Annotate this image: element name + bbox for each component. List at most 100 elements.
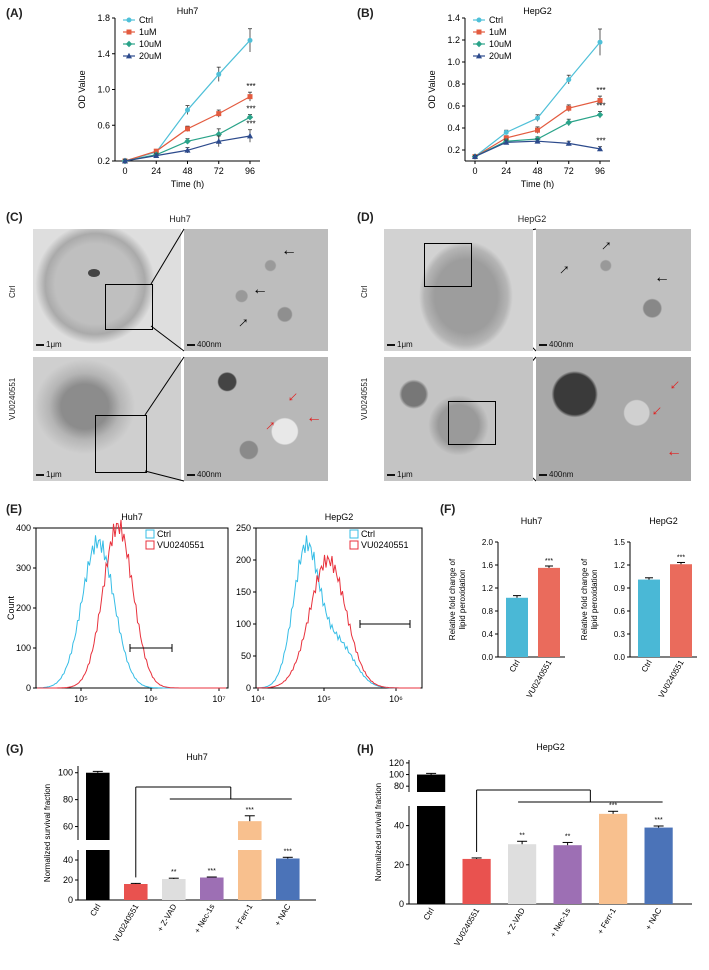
panel-label-a: (A) [6,6,23,20]
y-tick-label: 0.8 [447,79,460,89]
y-tick-label: 0.2 [447,145,460,155]
y-tick-label: 1.2 [447,35,460,45]
data-point [597,98,603,103]
y-tick-label: 100 [389,770,404,780]
x-tick-label: 48 [182,166,192,176]
y-tick-label: 0.4 [447,123,460,133]
data-point [247,132,253,139]
y-tick-label: 0.6 [447,101,460,111]
x-tick-label: VU0240551 [452,906,481,948]
x-tick-label: + Z-VAD [504,906,527,937]
data-point [565,140,572,146]
data-point [153,152,160,159]
data-point [247,94,253,100]
significance-stars: ** [519,832,525,839]
data-point [503,135,509,141]
y-tick-label: 100 [58,768,73,778]
panel-label-d: (D) [357,210,374,224]
y-axis-label: lipid peroxidation [590,569,599,629]
tem-image-huh7-drug-high: ← ← ↑ 400nm [184,357,328,481]
x-tick-label: 96 [595,166,605,176]
legend-marker [475,40,483,48]
legend-label: VU0240551 [157,540,205,550]
legend-swatch [349,529,359,539]
x-tick-label: Ctrl [422,906,436,921]
data-point [597,145,603,152]
x-tick-label: 48 [532,166,542,176]
scale-bar-label: 400nm [187,470,221,479]
x-tick-label: VU0240551 [112,902,141,944]
panel-c-title: Huh7 [169,214,191,224]
chart-title: HepG2 [536,742,565,752]
y-tick-label: 2.0 [482,538,494,547]
legend-marker [476,29,482,35]
chart-title: HepG2 [325,512,354,522]
legend-label: 20uM [489,51,512,61]
y-tick-label: 0 [399,899,404,909]
y-tick-label: 0.2 [97,156,110,166]
x-axis-label: Time (h) [171,179,204,189]
significance-stars: ** [171,869,177,876]
x-axis-label: Time (h) [521,179,554,189]
panel-label-h: (H) [357,742,374,756]
significance-stars: *** [596,86,605,95]
legend-label: 1uM [139,27,157,37]
significance-stars: *** [655,817,663,824]
data-point [153,148,159,154]
legend-marker [126,17,132,23]
x-tick-label: 10⁶ [389,694,403,704]
y-tick-label: 0.0 [482,653,494,662]
y-tick-label: 400 [16,523,31,533]
chart-title: HepG2 [649,516,678,526]
data-point [503,139,510,145]
data-point [566,105,572,111]
tem-image-hepg2-drug-low: 1μm [384,357,533,481]
x-tick-label: 96 [245,166,255,176]
legend-swatch [145,529,155,539]
y-tick-label: 40 [63,855,73,865]
y-tick-label: 1.8 [97,13,110,23]
legend-label: 10uM [489,39,512,49]
legend-marker [476,52,482,59]
x-tick-label: + Ferr-1 [232,902,254,932]
y-axis-label: OD Value [77,70,87,108]
scale-bar-label: 1μm [387,340,413,349]
significance-stars: *** [246,807,254,814]
y-tick-label: 0.9 [614,584,626,593]
panel-label-g: (G) [6,742,24,756]
significance-stars: *** [246,120,255,129]
bar-VU0240551 [462,858,491,904]
significance-stars: *** [596,102,605,111]
red-arrow-icon: ← [666,443,682,460]
bar-Ctrl [638,579,660,657]
y-tick-label: 1.0 [97,85,110,95]
data-point [535,115,540,121]
x-tick-label: Ctrl [508,658,522,673]
y-tick-label: 120 [389,758,404,768]
plot-frame [255,527,423,689]
legend-label: 1uM [489,27,507,37]
data-point [566,77,572,83]
y-tick-label: 60 [63,822,73,832]
flow-histogram-huh7: Huh7 0 100 200 300 400 Count 10⁵ 10⁶ 10⁷ CtrlVU024… [6,512,229,704]
chart-title: HepG2 [523,6,552,16]
bar-VU0240551 [670,564,692,657]
y-tick-label: 1.4 [97,49,110,59]
x-tick-label: 10⁷ [212,694,225,704]
data-point [565,119,572,126]
y-tick-label: 200 [16,603,31,613]
bar-+ NAC [276,858,300,900]
data-point [246,114,254,121]
panel-d-row-drug-label: VU0240551 [360,377,369,420]
data-point [247,37,253,43]
bar-Ctrl [506,597,528,657]
x-tick-label: Ctrl [640,658,654,673]
legend-label: 20uM [139,51,162,61]
bar-chart-g: Huh7 0 20 40 60 80 100 Normalized survival frac… [43,752,316,944]
chart-title: Huh7 [521,516,543,526]
panel-label-c: (C) [6,210,23,224]
y-axis-label: lipid peroxidation [458,569,467,629]
x-tick-label: 24 [151,166,161,176]
line-chart-b: HepG2 0.2 0.4 0.6 0.8 1.0 1.2 1.4 0 24 48 72 96 Time … [427,6,610,189]
bar-Ctrl-lower [417,806,446,904]
